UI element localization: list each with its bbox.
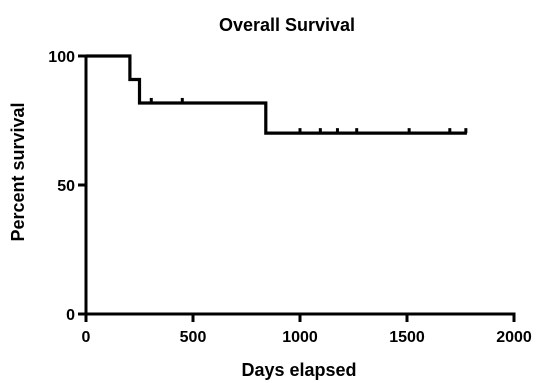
x-ticks: 0 500 1000 1500 2000 (82, 314, 532, 346)
x-tick-label: 500 (180, 329, 207, 346)
x-axis-label: Days elapsed (241, 360, 356, 380)
plot-area (86, 54, 468, 135)
chart-title: Overall Survival (219, 15, 355, 35)
x-tick-label: 0 (82, 329, 91, 346)
axes: 0 50 100 0 500 1000 1500 2000 (48, 49, 532, 346)
censor-marks (149, 97, 468, 134)
y-axis-label: Percent survival (8, 102, 28, 241)
y-tick-label: 50 (57, 178, 75, 195)
y-tick-label: 100 (48, 49, 75, 66)
x-tick-label: 1000 (282, 329, 318, 346)
x-tick-label: 2000 (496, 329, 532, 346)
survival-curve (86, 54, 467, 135)
y-ticks: 0 50 100 (48, 49, 86, 324)
y-tick-label: 0 (66, 307, 75, 324)
x-tick-label: 1500 (389, 329, 425, 346)
